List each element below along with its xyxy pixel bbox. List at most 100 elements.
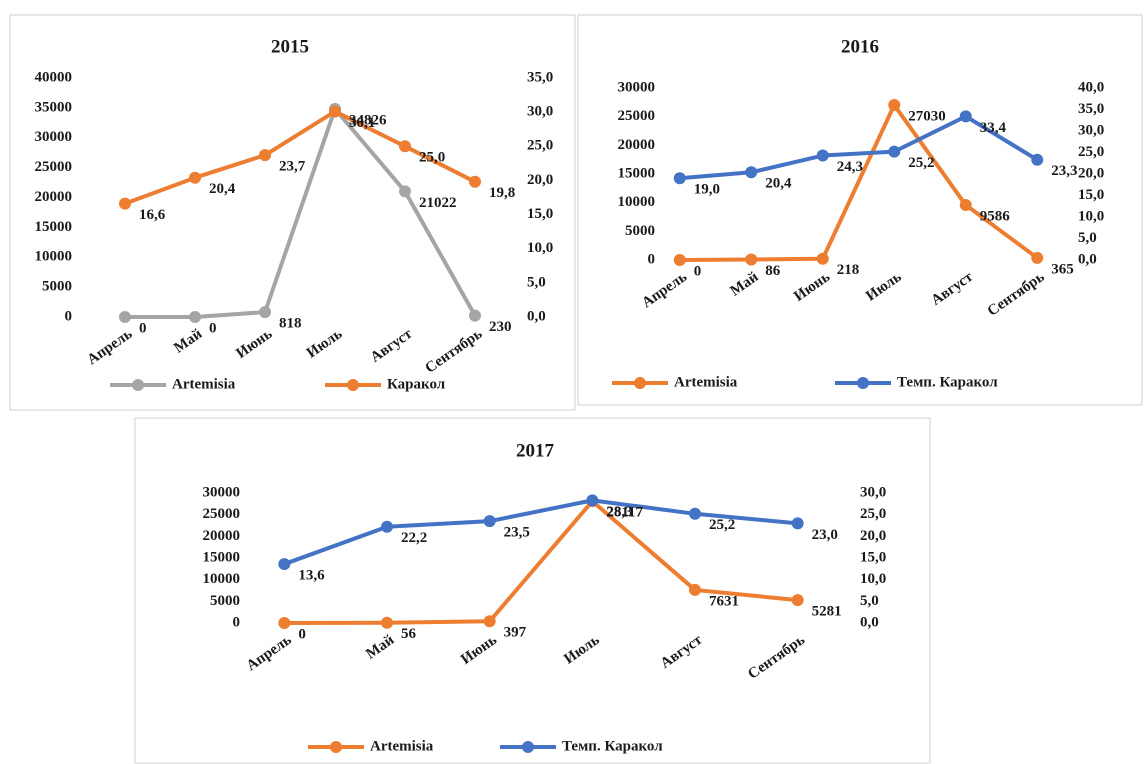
data-point (483, 515, 496, 528)
y-tick-label: 15000 (618, 165, 656, 181)
x-tick-label: Май (171, 326, 205, 357)
data-label: 20,4 (209, 181, 236, 197)
y-tick-label: 35000 (35, 99, 73, 115)
y2-tick-label: 0,0 (860, 614, 879, 630)
y2-tick-label: 0,0 (527, 308, 546, 324)
data-label: 25,0 (419, 150, 445, 166)
y2-tick-label: 35,0 (1078, 101, 1104, 117)
x-tick-label: Апрель (639, 269, 690, 311)
data-point (119, 311, 131, 323)
y-tick-label: 10000 (35, 249, 73, 265)
data-point (189, 311, 201, 323)
data-label: 397 (504, 625, 527, 641)
y-tick-label: 20000 (618, 137, 656, 153)
data-point (791, 594, 804, 607)
data-point (381, 616, 393, 629)
legend-marker (347, 379, 359, 391)
y-tick-label: 25000 (35, 159, 73, 175)
data-label: 27030 (908, 108, 946, 124)
data-point (469, 175, 481, 188)
y2-tick-label: 0,0 (1078, 251, 1097, 267)
x-tick-label: Август (368, 326, 416, 366)
data-point (673, 254, 686, 266)
data-label: 5281 (812, 604, 842, 620)
x-tick-label: Сентябрь (423, 326, 486, 377)
legend-label: Artemisia (172, 376, 236, 392)
y2-tick-label: 15,0 (1078, 187, 1104, 203)
series-line (679, 114, 1039, 181)
data-point (816, 252, 829, 265)
x-tick-label: Июль (561, 632, 602, 668)
data-label: 24,3 (837, 159, 863, 175)
series-line (679, 103, 1039, 262)
data-point (959, 199, 972, 212)
legend-label: Каракол (387, 376, 446, 392)
y-tick-label: 20000 (35, 189, 73, 205)
data-point (469, 309, 481, 322)
y-tick-label: 0 (233, 614, 241, 630)
x-tick-label: Апрель (84, 326, 135, 368)
y-tick-label: 20000 (203, 528, 241, 544)
y-tick-label: 5000 (42, 279, 72, 295)
data-label: 818 (279, 316, 302, 332)
data-label: 25,2 (709, 517, 735, 533)
series-line (283, 498, 798, 566)
y2-tick-label: 5,0 (527, 274, 546, 290)
data-point (586, 494, 599, 507)
data-point (689, 507, 701, 520)
legend-label: Темп. Каракол (562, 738, 663, 754)
data-label: 0 (139, 320, 147, 336)
y2-tick-label: 30,0 (860, 484, 886, 500)
y2-tick-label: 15,0 (860, 549, 886, 565)
y2-tick-label: 10,0 (860, 571, 886, 587)
data-label: 34826 (349, 112, 387, 128)
y-tick-label: 0 (648, 251, 656, 267)
x-tick-label: Июль (304, 326, 345, 362)
x-tick-label: Апрель (244, 632, 295, 674)
data-label: 56 (401, 626, 417, 642)
data-label: 23,7 (279, 159, 306, 175)
series-line (284, 499, 798, 625)
y2-tick-label: 25,0 (860, 506, 886, 522)
y2-tick-label: 15,0 (527, 206, 553, 222)
x-tick-label: Сентябрь (985, 269, 1048, 320)
data-label: 13,6 (298, 568, 325, 584)
data-point (791, 517, 804, 530)
data-point (399, 185, 411, 198)
data-label: 28,3 (606, 504, 632, 520)
data-label: 23,0 (812, 527, 838, 543)
legend-marker (857, 377, 869, 389)
data-point (278, 558, 291, 571)
chart-frame (134, 417, 931, 764)
legend-label: Темп. Каракол (897, 374, 998, 390)
x-tick-label: Август (928, 269, 976, 309)
chart-frame (9, 14, 576, 411)
y2-tick-label: 5,0 (1078, 230, 1097, 246)
y2-tick-label: 25,0 (527, 138, 553, 154)
y-tick-label: 15000 (35, 219, 73, 235)
y-tick-label: 15000 (203, 549, 241, 565)
data-label: 23,3 (1051, 163, 1077, 179)
y2-tick-label: 20,0 (860, 528, 886, 544)
data-point (399, 140, 411, 153)
y2-tick-label: 20,0 (1078, 165, 1104, 181)
y2-tick-label: 10,0 (527, 240, 553, 256)
data-point (278, 617, 291, 629)
legend-marker (522, 741, 534, 753)
data-label: 21022 (419, 195, 457, 211)
series-line (124, 109, 476, 206)
data-point (689, 583, 701, 596)
data-label: 20,4 (765, 176, 792, 192)
y-tick-label: 40000 (35, 69, 73, 85)
x-tick-label: Июнь (234, 326, 276, 362)
data-point (381, 520, 393, 533)
data-label: 19,0 (694, 182, 720, 198)
data-label: 23,5 (504, 525, 530, 541)
data-label: 30,1 (349, 115, 375, 131)
data-point (1031, 153, 1044, 166)
y-tick-label: 30000 (618, 79, 656, 95)
y-tick-label: 10000 (618, 194, 656, 210)
data-point (259, 306, 271, 319)
data-label: 218 (837, 262, 860, 278)
data-point (745, 166, 758, 179)
